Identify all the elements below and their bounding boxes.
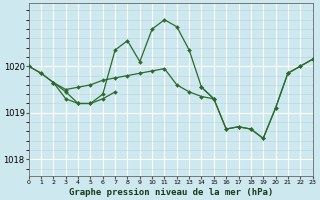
X-axis label: Graphe pression niveau de la mer (hPa): Graphe pression niveau de la mer (hPa) bbox=[68, 188, 273, 197]
